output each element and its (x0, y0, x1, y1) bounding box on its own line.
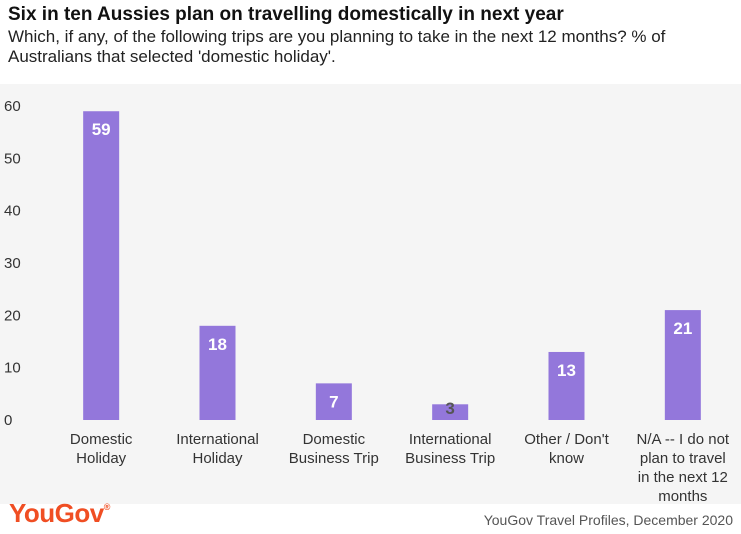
y-axis: 0 10 20 30 40 50 60 (4, 98, 21, 429)
bar (664, 310, 701, 420)
y-tick-label: 0 (4, 412, 12, 429)
bar-chart: 0 10 20 30 40 50 60 59 18 7 3 13 21 Domestic Holiday… (4, 98, 730, 504)
bar (315, 383, 352, 420)
data-label: 21 (673, 319, 692, 338)
chart-header: Six in ten Aussies plan on travelling do… (8, 4, 736, 67)
x-axis: Domestic Holiday International Holiday Domes… (70, 431, 730, 504)
category-label: Domestic Business Trip (289, 431, 379, 467)
y-tick-label: 10 (4, 360, 21, 377)
data-label: 59 (92, 120, 111, 139)
category-label: Other / Don't know (524, 431, 609, 467)
y-tick-label: 30 (4, 255, 21, 272)
bar-series: 59 18 7 3 13 21 (83, 111, 701, 420)
chart-title: Six in ten Aussies plan on travelling do… (8, 4, 564, 25)
category-label: International Holiday (176, 431, 259, 467)
y-tick-label: 20 (4, 307, 21, 324)
data-label: 13 (557, 361, 576, 380)
bar (548, 351, 585, 420)
category-label: International Business Trip (405, 431, 495, 467)
y-tick-label: 50 (4, 150, 21, 167)
bar (83, 111, 120, 420)
data-label: 18 (208, 335, 227, 354)
y-tick-label: 60 (4, 98, 21, 115)
source-note: YouGov Travel Profiles, December 2020 (483, 512, 733, 528)
y-tick-label: 40 (4, 203, 21, 220)
data-label: 7 (329, 392, 338, 411)
yougov-logo: YouGov® (9, 498, 110, 528)
bar (432, 404, 469, 420)
bar (199, 325, 236, 420)
category-label: N/A -- I do not plan to travel in the next… (637, 431, 730, 504)
category-label: Domestic Holiday (70, 431, 133, 467)
chart-subtitle: Which, if any, of the following trips ar… (8, 27, 666, 66)
data-label: 3 (445, 399, 454, 418)
chart-panel (0, 84, 741, 504)
